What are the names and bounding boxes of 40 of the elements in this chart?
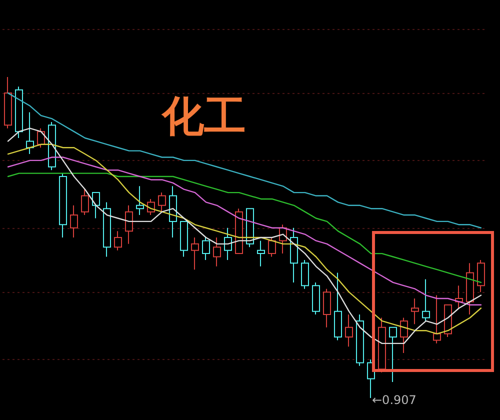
candlestick — [26, 112, 34, 155]
candlestick — [213, 237, 221, 267]
candlestick — [169, 186, 177, 238]
candlestick — [81, 188, 89, 216]
candlestick — [246, 208, 254, 248]
candlestick — [400, 317, 408, 354]
candlestick — [290, 227, 298, 283]
candlestick — [158, 192, 166, 212]
candlestick — [48, 121, 56, 171]
candlestick — [477, 259, 485, 293]
candlestick — [224, 227, 232, 260]
annotation: ←0.907 — [372, 393, 416, 407]
candlestick — [103, 202, 111, 258]
candlestick — [92, 192, 100, 219]
candlestick — [433, 294, 441, 344]
candlestick — [312, 282, 320, 316]
candlestick — [334, 272, 342, 341]
candlestick — [70, 204, 78, 238]
candlestick — [59, 172, 67, 238]
candlestick — [4, 76, 12, 129]
candlestick — [323, 288, 331, 328]
candlestick — [180, 220, 188, 258]
candlestick — [191, 237, 199, 270]
candlestick — [422, 278, 430, 322]
chart-title: 化工 — [161, 92, 246, 140]
candlestick — [356, 314, 364, 366]
candlestick — [301, 259, 309, 290]
candlestick — [15, 86, 23, 138]
candlestick — [345, 314, 353, 348]
candlestick — [136, 186, 144, 216]
candlestick — [235, 208, 243, 254]
candlestick — [268, 237, 276, 258]
candlestick — [411, 298, 419, 325]
candlestick — [125, 204, 133, 244]
candlestick — [257, 240, 265, 267]
candlestick — [202, 237, 210, 260]
candlestick — [466, 262, 474, 316]
candlestick — [389, 326, 397, 382]
candlestick — [114, 230, 122, 251]
candlestick — [378, 317, 386, 373]
